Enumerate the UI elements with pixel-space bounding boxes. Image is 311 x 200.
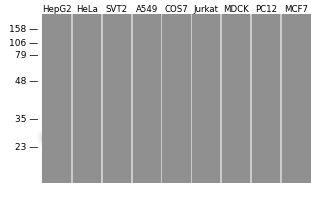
Text: 106 —: 106 —	[9, 38, 38, 47]
Text: PC12: PC12	[255, 5, 277, 15]
Text: Jurkat: Jurkat	[194, 5, 219, 15]
Text: 23 —: 23 —	[15, 144, 38, 152]
Text: 48 —: 48 —	[15, 77, 38, 86]
Text: SVT2: SVT2	[106, 5, 128, 15]
Text: HepG2: HepG2	[42, 5, 72, 15]
Text: HeLa: HeLa	[76, 5, 98, 15]
Text: 158 —: 158 —	[9, 24, 38, 33]
Text: MDCK: MDCK	[223, 5, 249, 15]
Text: 35 —: 35 —	[15, 116, 38, 124]
Text: A549: A549	[136, 5, 158, 15]
Text: COS7: COS7	[165, 5, 188, 15]
Text: 79 —: 79 —	[15, 50, 38, 60]
Text: MCF7: MCF7	[284, 5, 308, 15]
